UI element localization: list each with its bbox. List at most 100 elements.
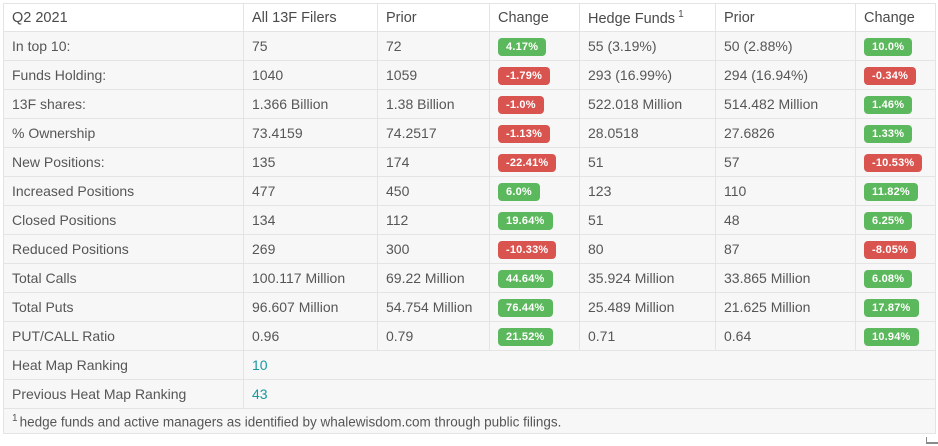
stats-row: New Positions: 135 174 -22.41% 51 57 -10.53% <box>3 147 936 177</box>
change-badge: -1.79% <box>498 66 551 85</box>
hedge-funds-value: 80 <box>579 234 716 264</box>
hedge-funds-change-cell: 10.0% <box>855 31 936 61</box>
all-filers-change-cell: 21.52% <box>489 321 580 351</box>
row-label: Reduced Positions <box>3 234 244 264</box>
hedge-funds-prior: 87 <box>715 234 856 264</box>
change-badge: -1.0% <box>498 95 544 114</box>
hedge-funds-prior: 48 <box>715 205 856 235</box>
hedge-funds-prior: 57 <box>715 147 856 177</box>
all-filers-change-cell: 4.17% <box>489 31 580 61</box>
row-label: 13F shares: <box>3 89 244 119</box>
all-filers-change-cell: -10.33% <box>489 234 580 264</box>
row-label: Funds Holding: <box>3 60 244 90</box>
all-filers-prior: 112 <box>377 205 490 235</box>
ranking-row: Heat Map Ranking 10 <box>3 350 936 380</box>
hedge-funds-prior: 50 (2.88%) <box>715 31 856 61</box>
hedge-funds-value: 522.018 Million <box>579 89 716 119</box>
all-filers-prior: 1059 <box>377 60 490 90</box>
hedge-funds-change-cell: 6.25% <box>855 205 936 235</box>
row-label: % Ownership <box>3 118 244 148</box>
hedge-funds-header-label: Hedge Funds <box>588 10 676 27</box>
change-badge: -1.13% <box>498 124 551 143</box>
row-label: Total Puts <box>3 292 244 322</box>
hedge-funds-change-cell: -0.34% <box>855 60 936 90</box>
all-filers-prior: 1.38 Billion <box>377 89 490 119</box>
hedge-funds-value: 35.924 Million <box>579 263 716 293</box>
hedge-funds-prior: 514.482 Million <box>715 89 856 119</box>
all-filers-prior: 74.2517 <box>377 118 490 148</box>
change-badge: 10.0% <box>864 37 913 56</box>
hedge-funds-value: 28.0518 <box>579 118 716 148</box>
stats-row: Total Calls 100.117 Million 69.22 Million 4… <box>3 263 936 293</box>
hedge-funds-prior: 21.625 Million <box>715 292 856 322</box>
footnote: 1 hedge funds and active managers as iden… <box>3 408 936 434</box>
all-filers-value: 134 <box>243 205 378 235</box>
header-row: Q2 2021 All 13F Filers Prior Change Hedg… <box>3 3 936 32</box>
all-filers-value: 0.96 <box>243 321 378 351</box>
all-filers-value: 75 <box>243 31 378 61</box>
hedge-funds-change-cell: 17.87% <box>855 292 936 322</box>
change-badge: -10.53% <box>864 153 923 172</box>
ranking-value-link[interactable]: 43 <box>252 386 268 402</box>
hedge-funds-change-cell: -10.53% <box>855 147 936 177</box>
all-filers-prior: 450 <box>377 176 490 206</box>
stats-row: Funds Holding: 1040 1059 -1.79% 293 (16.99%)… <box>3 60 936 90</box>
footnote-marker: 1 <box>678 8 684 20</box>
change-badge: 6.0% <box>498 182 540 201</box>
all-filers-change-cell: -1.0% <box>489 89 580 119</box>
row-label: PUT/CALL Ratio <box>3 321 244 351</box>
all-filers-prior: 54.754 Million <box>377 292 490 322</box>
hedge-funds-change-cell: 10.94% <box>855 321 936 351</box>
all-filers-prior: 174 <box>377 147 490 177</box>
hedge-funds-change-cell: 1.33% <box>855 118 936 148</box>
change-badge: 44.64% <box>498 269 553 288</box>
hedge-funds-change-cell: -8.05% <box>855 234 936 264</box>
all-filers-change-cell: 76.44% <box>489 292 580 322</box>
ranking-row-label: Previous Heat Map Ranking <box>3 379 244 409</box>
all-filers-value: 1.366 Billion <box>243 89 378 119</box>
all-filers-change-cell: 19.64% <box>489 205 580 235</box>
footnote-text: hedge funds and active managers as ident… <box>19 414 562 430</box>
hedge-funds-value: 123 <box>579 176 716 206</box>
change-badge: 19.64% <box>498 211 553 230</box>
all-filers-change-cell: 44.64% <box>489 263 580 293</box>
row-label: Increased Positions <box>3 176 244 206</box>
change-badge: -8.05% <box>864 240 917 259</box>
ranking-row-label: Heat Map Ranking <box>3 350 244 380</box>
change-badge: 11.82% <box>864 182 918 201</box>
all-filers-prior: 300 <box>377 234 490 264</box>
all-filers-prior: 0.79 <box>377 321 490 351</box>
stats-row: 13F shares: 1.366 Billion 1.38 Billion -1.0… <box>3 89 936 119</box>
hedge-funds-value: 51 <box>579 205 716 235</box>
change-badge: 21.52% <box>498 327 553 346</box>
hedge-funds-change-cell: 6.08% <box>855 263 936 293</box>
col-header-prior-hf: Prior <box>715 3 856 32</box>
hedge-funds-prior: 294 (16.94%) <box>715 60 856 90</box>
stats-row: Total Puts 96.607 Million 54.754 Million 76… <box>3 292 936 322</box>
row-label: Closed Positions <box>3 205 244 235</box>
all-filers-value: 269 <box>243 234 378 264</box>
hedge-funds-value: 51 <box>579 147 716 177</box>
stats-row: Closed Positions 134 112 19.64% 51 48 6.25% <box>3 205 936 235</box>
row-label: New Positions: <box>3 147 244 177</box>
all-filers-change-cell: 6.0% <box>489 176 580 206</box>
ranking-value-link[interactable]: 10 <box>252 357 268 373</box>
all-filers-change-cell: -1.79% <box>489 60 580 90</box>
filer-stats-table: Q2 2021 All 13F Filers Prior Change Hedg… <box>3 3 936 434</box>
row-label: Total Calls <box>3 263 244 293</box>
hedge-funds-value: 25.489 Million <box>579 292 716 322</box>
all-filers-prior: 69.22 Million <box>377 263 490 293</box>
footnote-marker: 1 <box>12 412 18 424</box>
col-header-prior-all: Prior <box>377 3 490 32</box>
ranking-row: Previous Heat Map Ranking 43 <box>3 379 936 409</box>
hedge-funds-value: 293 (16.99%) <box>579 60 716 90</box>
hedge-funds-value: 0.71 <box>579 321 716 351</box>
row-label: In top 10: <box>3 31 244 61</box>
change-badge: 1.33% <box>864 124 913 143</box>
hedge-funds-value: 55 (3.19%) <box>579 31 716 61</box>
hedge-funds-prior: 27.6826 <box>715 118 856 148</box>
all-filers-prior: 72 <box>377 31 490 61</box>
col-header-change-hf: Change <box>855 3 936 32</box>
all-filers-value: 1040 <box>243 60 378 90</box>
footnote-row: 1 hedge funds and active managers as iden… <box>3 408 936 434</box>
